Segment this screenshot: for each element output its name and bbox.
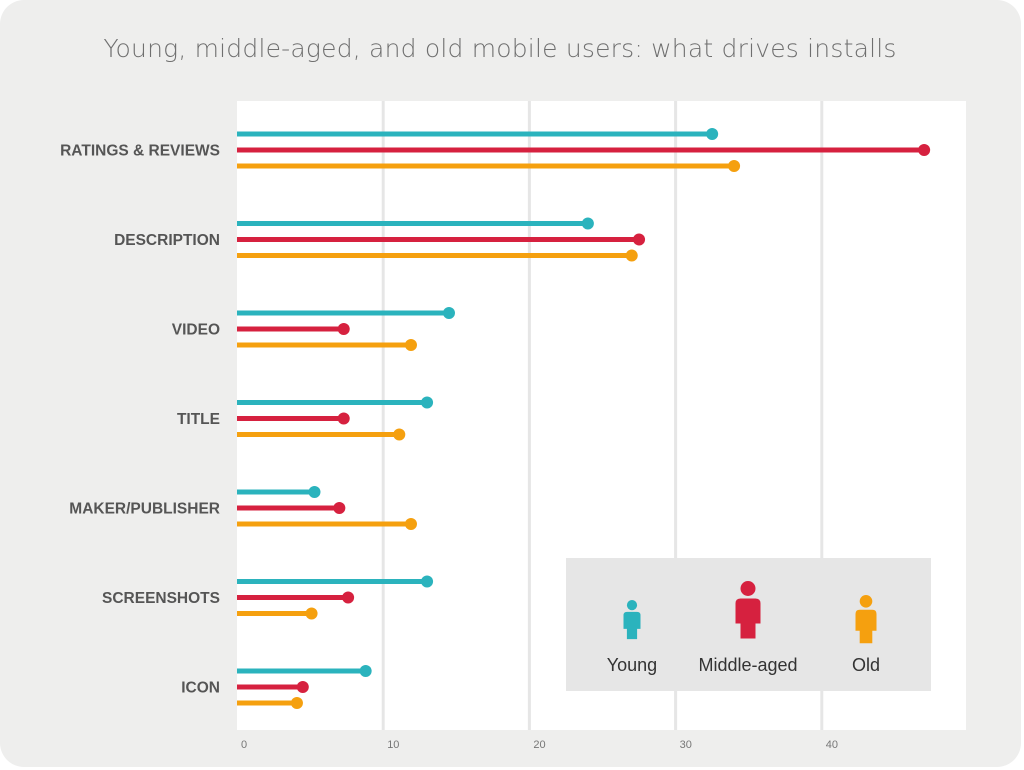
person-icon-body	[623, 611, 641, 640]
legend-label: Young	[607, 655, 657, 675]
bar-end-dot	[333, 502, 346, 514]
bar-end-dot	[296, 681, 309, 693]
bar-end-dot	[421, 396, 434, 409]
young-person-icon	[623, 600, 641, 640]
x-tick-label: 40	[826, 739, 838, 751]
bar-end-dot	[342, 591, 355, 604]
legend-label: Middle-aged	[698, 655, 797, 675]
bar-end-dot	[918, 144, 931, 156]
bar-end-dot	[633, 233, 646, 246]
person-icon-head	[740, 581, 756, 596]
bar-end-dot	[337, 412, 350, 425]
category-label: VIDEO	[172, 322, 220, 339]
category-label: RATINGS & REVIEWS	[60, 143, 220, 160]
category-label: TITLE	[177, 411, 220, 428]
chart-title: Young, middle-aged, and old mobile users…	[103, 34, 897, 63]
x-tick-label: 0	[241, 739, 247, 751]
bar-end-dot	[581, 217, 594, 230]
legend-label: Old	[852, 655, 880, 675]
middle-aged-person-icon	[735, 581, 761, 639]
person-icon-head	[859, 595, 873, 608]
bar-end-dot	[305, 607, 318, 620]
person-icon-body	[855, 609, 877, 644]
bar-end-dot	[308, 486, 321, 498]
bar-end-dot	[290, 697, 303, 709]
category-label: DESCRIPTION	[114, 232, 220, 249]
bar-end-dot	[421, 575, 434, 588]
bar-end-dot	[706, 128, 719, 140]
category-label: ICON	[181, 680, 220, 697]
bar-end-dot	[728, 160, 741, 172]
x-tick-label: 30	[680, 739, 692, 751]
x-tick-label: 10	[387, 739, 399, 751]
bar-end-dot	[625, 249, 638, 262]
bar-end-dot	[404, 339, 417, 351]
bar-end-dot	[337, 323, 350, 335]
person-icon-body	[735, 598, 761, 639]
bar-end-dot	[359, 665, 372, 677]
x-tick-label: 20	[533, 739, 545, 751]
category-label: SCREENSHOTS	[102, 590, 220, 607]
bar-end-dot	[393, 428, 406, 441]
bar-end-dot	[404, 518, 417, 530]
person-icon-head	[626, 600, 638, 611]
bar-end-dot	[442, 307, 455, 319]
old-person-icon	[855, 595, 877, 644]
category-label: MAKER/PUBLISHER	[69, 501, 220, 518]
